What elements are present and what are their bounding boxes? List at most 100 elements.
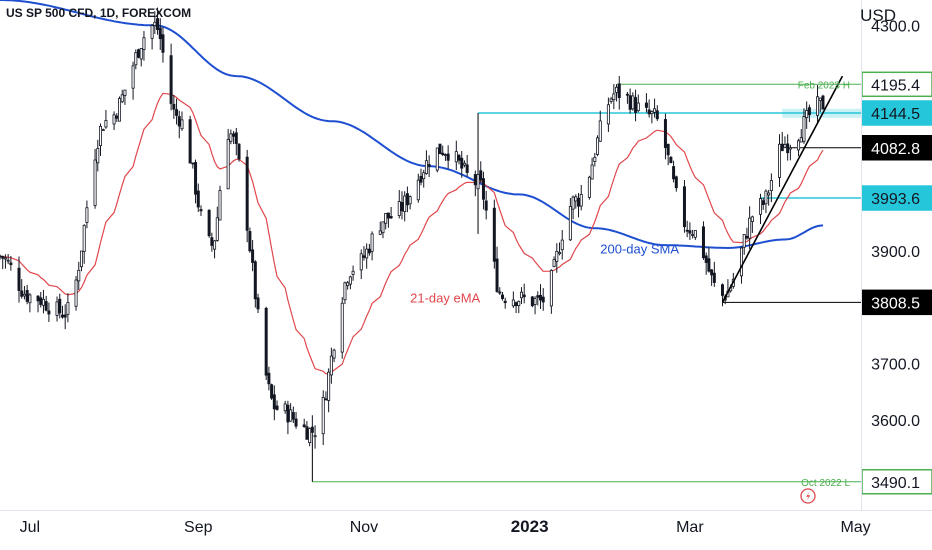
candle-body <box>674 176 678 189</box>
candle-body <box>321 396 325 435</box>
candle <box>270 383 274 400</box>
candle <box>120 89 124 104</box>
price-label-5[interactable]: 3490.1 <box>861 469 932 495</box>
candle <box>327 368 331 413</box>
price-label-3[interactable]: 3993.6 <box>861 185 932 211</box>
candle <box>438 143 442 155</box>
candle-body <box>688 230 692 234</box>
candle <box>58 293 62 319</box>
candle-body <box>802 116 806 142</box>
candle <box>780 131 784 152</box>
candle <box>134 49 138 70</box>
candle <box>93 148 97 209</box>
price-label-4[interactable]: 3808.5 <box>861 289 932 316</box>
candle-body <box>476 174 480 190</box>
candle-body <box>405 193 409 206</box>
candle-body <box>22 293 26 297</box>
candle-body <box>593 156 597 162</box>
candle <box>759 193 763 225</box>
candle <box>460 151 464 178</box>
candle <box>237 143 241 162</box>
candle-body <box>253 261 257 300</box>
candle-body <box>568 206 572 241</box>
candle <box>226 129 230 190</box>
candle-body <box>229 133 233 142</box>
candle-body <box>533 298 537 305</box>
candle-body <box>96 148 100 164</box>
candle-body <box>606 104 610 125</box>
candle-body <box>590 164 594 180</box>
candle-body <box>536 295 540 298</box>
candle-body <box>134 52 138 66</box>
candle <box>816 84 820 123</box>
candle <box>653 98 657 118</box>
price-label-1[interactable]: 4144.5 <box>861 100 932 126</box>
candle <box>131 61 135 100</box>
candle <box>712 261 716 287</box>
candle-body <box>367 248 371 254</box>
candle <box>85 200 89 229</box>
candle-body <box>682 186 686 228</box>
candle <box>74 276 78 311</box>
candle-body <box>663 119 667 149</box>
candle-body <box>598 120 602 142</box>
candle-body <box>634 97 638 113</box>
candle <box>778 134 782 187</box>
candle <box>674 175 678 192</box>
candle-body <box>77 269 81 282</box>
candle <box>232 131 236 145</box>
candle-body <box>446 153 450 161</box>
price-label-box <box>861 289 932 316</box>
candle <box>636 94 640 113</box>
candle-body <box>818 97 822 101</box>
price-label-0[interactable]: 4195.4 <box>861 71 932 98</box>
candle <box>405 186 409 213</box>
candle-body <box>764 190 768 205</box>
candle-body <box>519 291 523 299</box>
price-label-text: 4144.5 <box>871 106 920 123</box>
candle-body <box>769 180 773 191</box>
currency-label[interactable]: USD <box>860 6 896 25</box>
candle-body <box>1 256 5 259</box>
price-label-2[interactable]: 4082.8 <box>861 135 932 161</box>
candle-body <box>408 196 412 205</box>
candle <box>693 230 697 240</box>
alert-icon[interactable] <box>800 488 816 504</box>
candle <box>229 129 233 145</box>
candle <box>118 96 122 122</box>
candle <box>289 403 293 422</box>
candle-body <box>386 212 390 219</box>
candle <box>180 111 184 131</box>
candle-body <box>574 196 578 202</box>
candle <box>256 293 260 314</box>
candle <box>514 301 518 313</box>
candle-body <box>484 200 488 211</box>
candle-body <box>63 314 67 318</box>
candle <box>25 284 29 305</box>
candle-body <box>748 217 752 239</box>
candle <box>539 284 543 309</box>
candle <box>365 243 369 269</box>
candle <box>313 425 317 449</box>
time-axis-separator <box>0 510 932 511</box>
candle-body <box>153 21 157 26</box>
candle <box>590 157 594 180</box>
candle-body <box>370 233 374 252</box>
candle-body <box>348 276 352 285</box>
candle <box>194 159 198 204</box>
candle-body <box>539 294 543 301</box>
candle-body <box>514 302 518 307</box>
price-label-box <box>861 135 932 161</box>
candle-body <box>797 140 801 151</box>
candle <box>593 152 597 167</box>
x-axis-layer: Jul Sep Nov 2023 Mar May <box>20 517 871 536</box>
price-labels-layer: 4195.4 4144.5 4082.8 3993.6 3808.5 3490.1 <box>861 71 932 495</box>
ema-layer <box>0 92 824 375</box>
candle-body <box>503 300 507 304</box>
candle-body <box>291 412 295 420</box>
candle-body <box>750 216 754 222</box>
candle <box>82 224 86 264</box>
candle <box>786 134 790 161</box>
price-axis-separator <box>861 0 862 510</box>
